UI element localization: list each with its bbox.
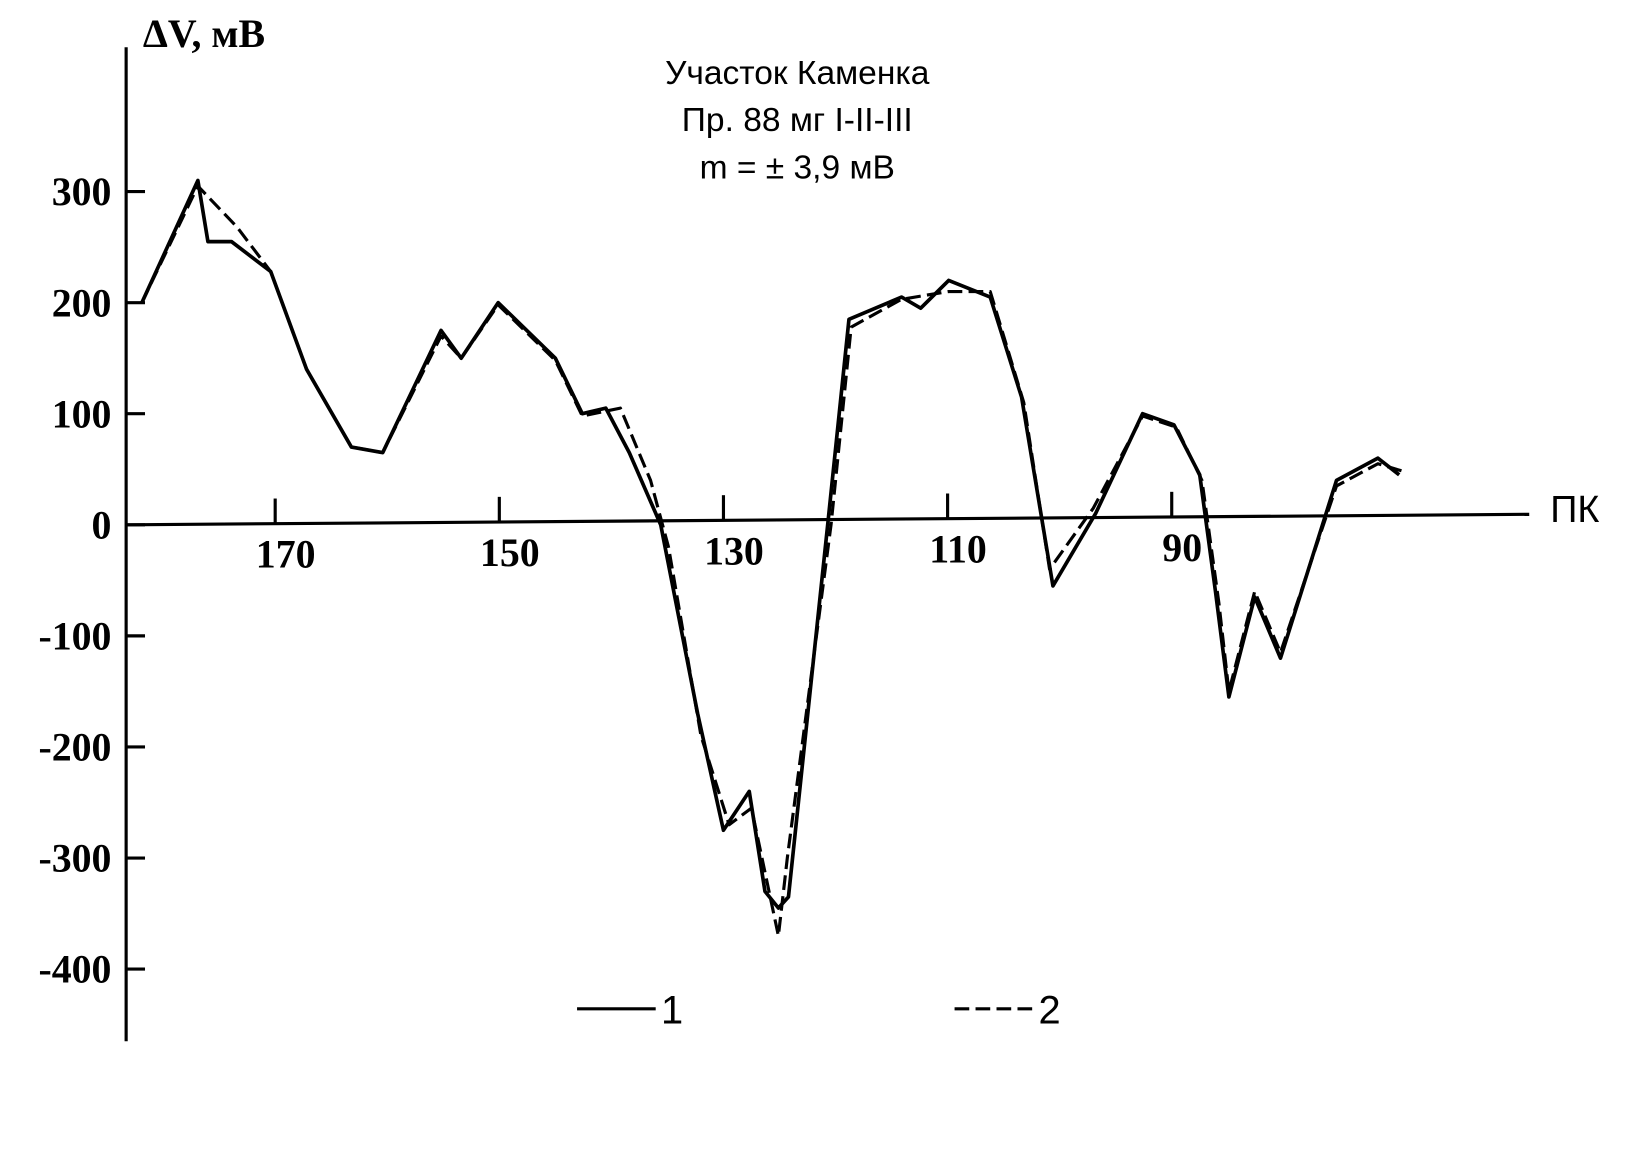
y-tick-label: 100 (52, 391, 112, 436)
x-tick-label: 90 (1162, 525, 1202, 570)
x-tick-label: 130 (704, 528, 764, 573)
chart-title: Участок Каменка (665, 55, 930, 92)
y-tick-label: -100 (38, 614, 111, 659)
y-tick-label: 200 (52, 280, 112, 325)
x-axis-label: ПК (1550, 488, 1599, 530)
chart-subtitle: Пр. 88 мг I-II-III (682, 102, 913, 139)
y-tick-label: 300 (52, 169, 112, 214)
y-tick-label: -300 (38, 836, 111, 881)
y-tick-label: -200 (38, 725, 111, 770)
legend-label: 2 (1038, 988, 1060, 1032)
y-tick-label: -400 (38, 947, 111, 992)
y-axis-label: ΔV, мВ (143, 11, 265, 56)
x-tick-label: 150 (480, 530, 540, 575)
annotation: m = ± 3,9 мВ (700, 149, 895, 186)
legend-label: 1 (661, 988, 683, 1032)
x-tick-label: 170 (256, 532, 316, 577)
y-tick-label: 0 (92, 502, 112, 547)
series-line (140, 178, 1401, 910)
series-line (140, 184, 1405, 938)
x-tick-label: 110 (929, 527, 987, 572)
